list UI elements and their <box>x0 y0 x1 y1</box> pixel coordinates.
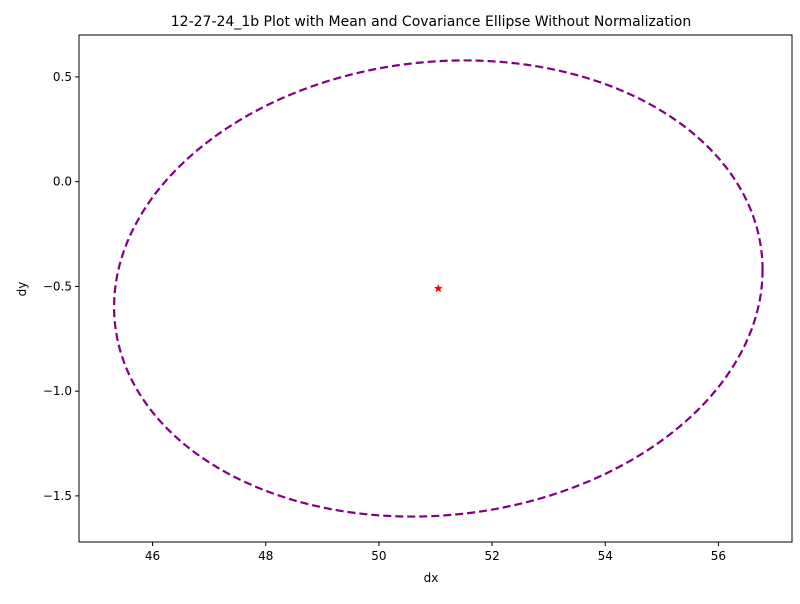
x-tick-label: 46 <box>145 549 160 563</box>
x-tick-label: 48 <box>258 549 273 563</box>
y-axis-ticks: −1.5 −1.0 −0.5 0.0 0.5 <box>43 70 79 503</box>
y-tick-label: −1.5 <box>43 489 72 503</box>
x-tick-label: 56 <box>711 549 726 563</box>
x-tick-label: 52 <box>484 549 499 563</box>
covariance-ellipse <box>112 59 764 518</box>
y-tick-label: 0.0 <box>53 175 72 189</box>
x-tick-label: 54 <box>598 549 613 563</box>
y-axis-label: dy <box>15 282 29 297</box>
y-tick-label: −0.5 <box>43 279 72 293</box>
mean-star-marker <box>433 283 443 293</box>
plot-area-frame <box>78 34 793 543</box>
x-tick-label: 50 <box>371 549 386 563</box>
y-tick-label: −1.0 <box>43 384 72 398</box>
y-tick-label: 0.5 <box>53 70 72 84</box>
x-axis-ticks: 46 48 50 52 54 56 <box>145 542 726 563</box>
x-axis-label: dx <box>424 571 439 585</box>
plot-layer <box>112 59 764 518</box>
chart-title: 12-27-24_1b Plot with Mean and Covarianc… <box>171 14 691 30</box>
